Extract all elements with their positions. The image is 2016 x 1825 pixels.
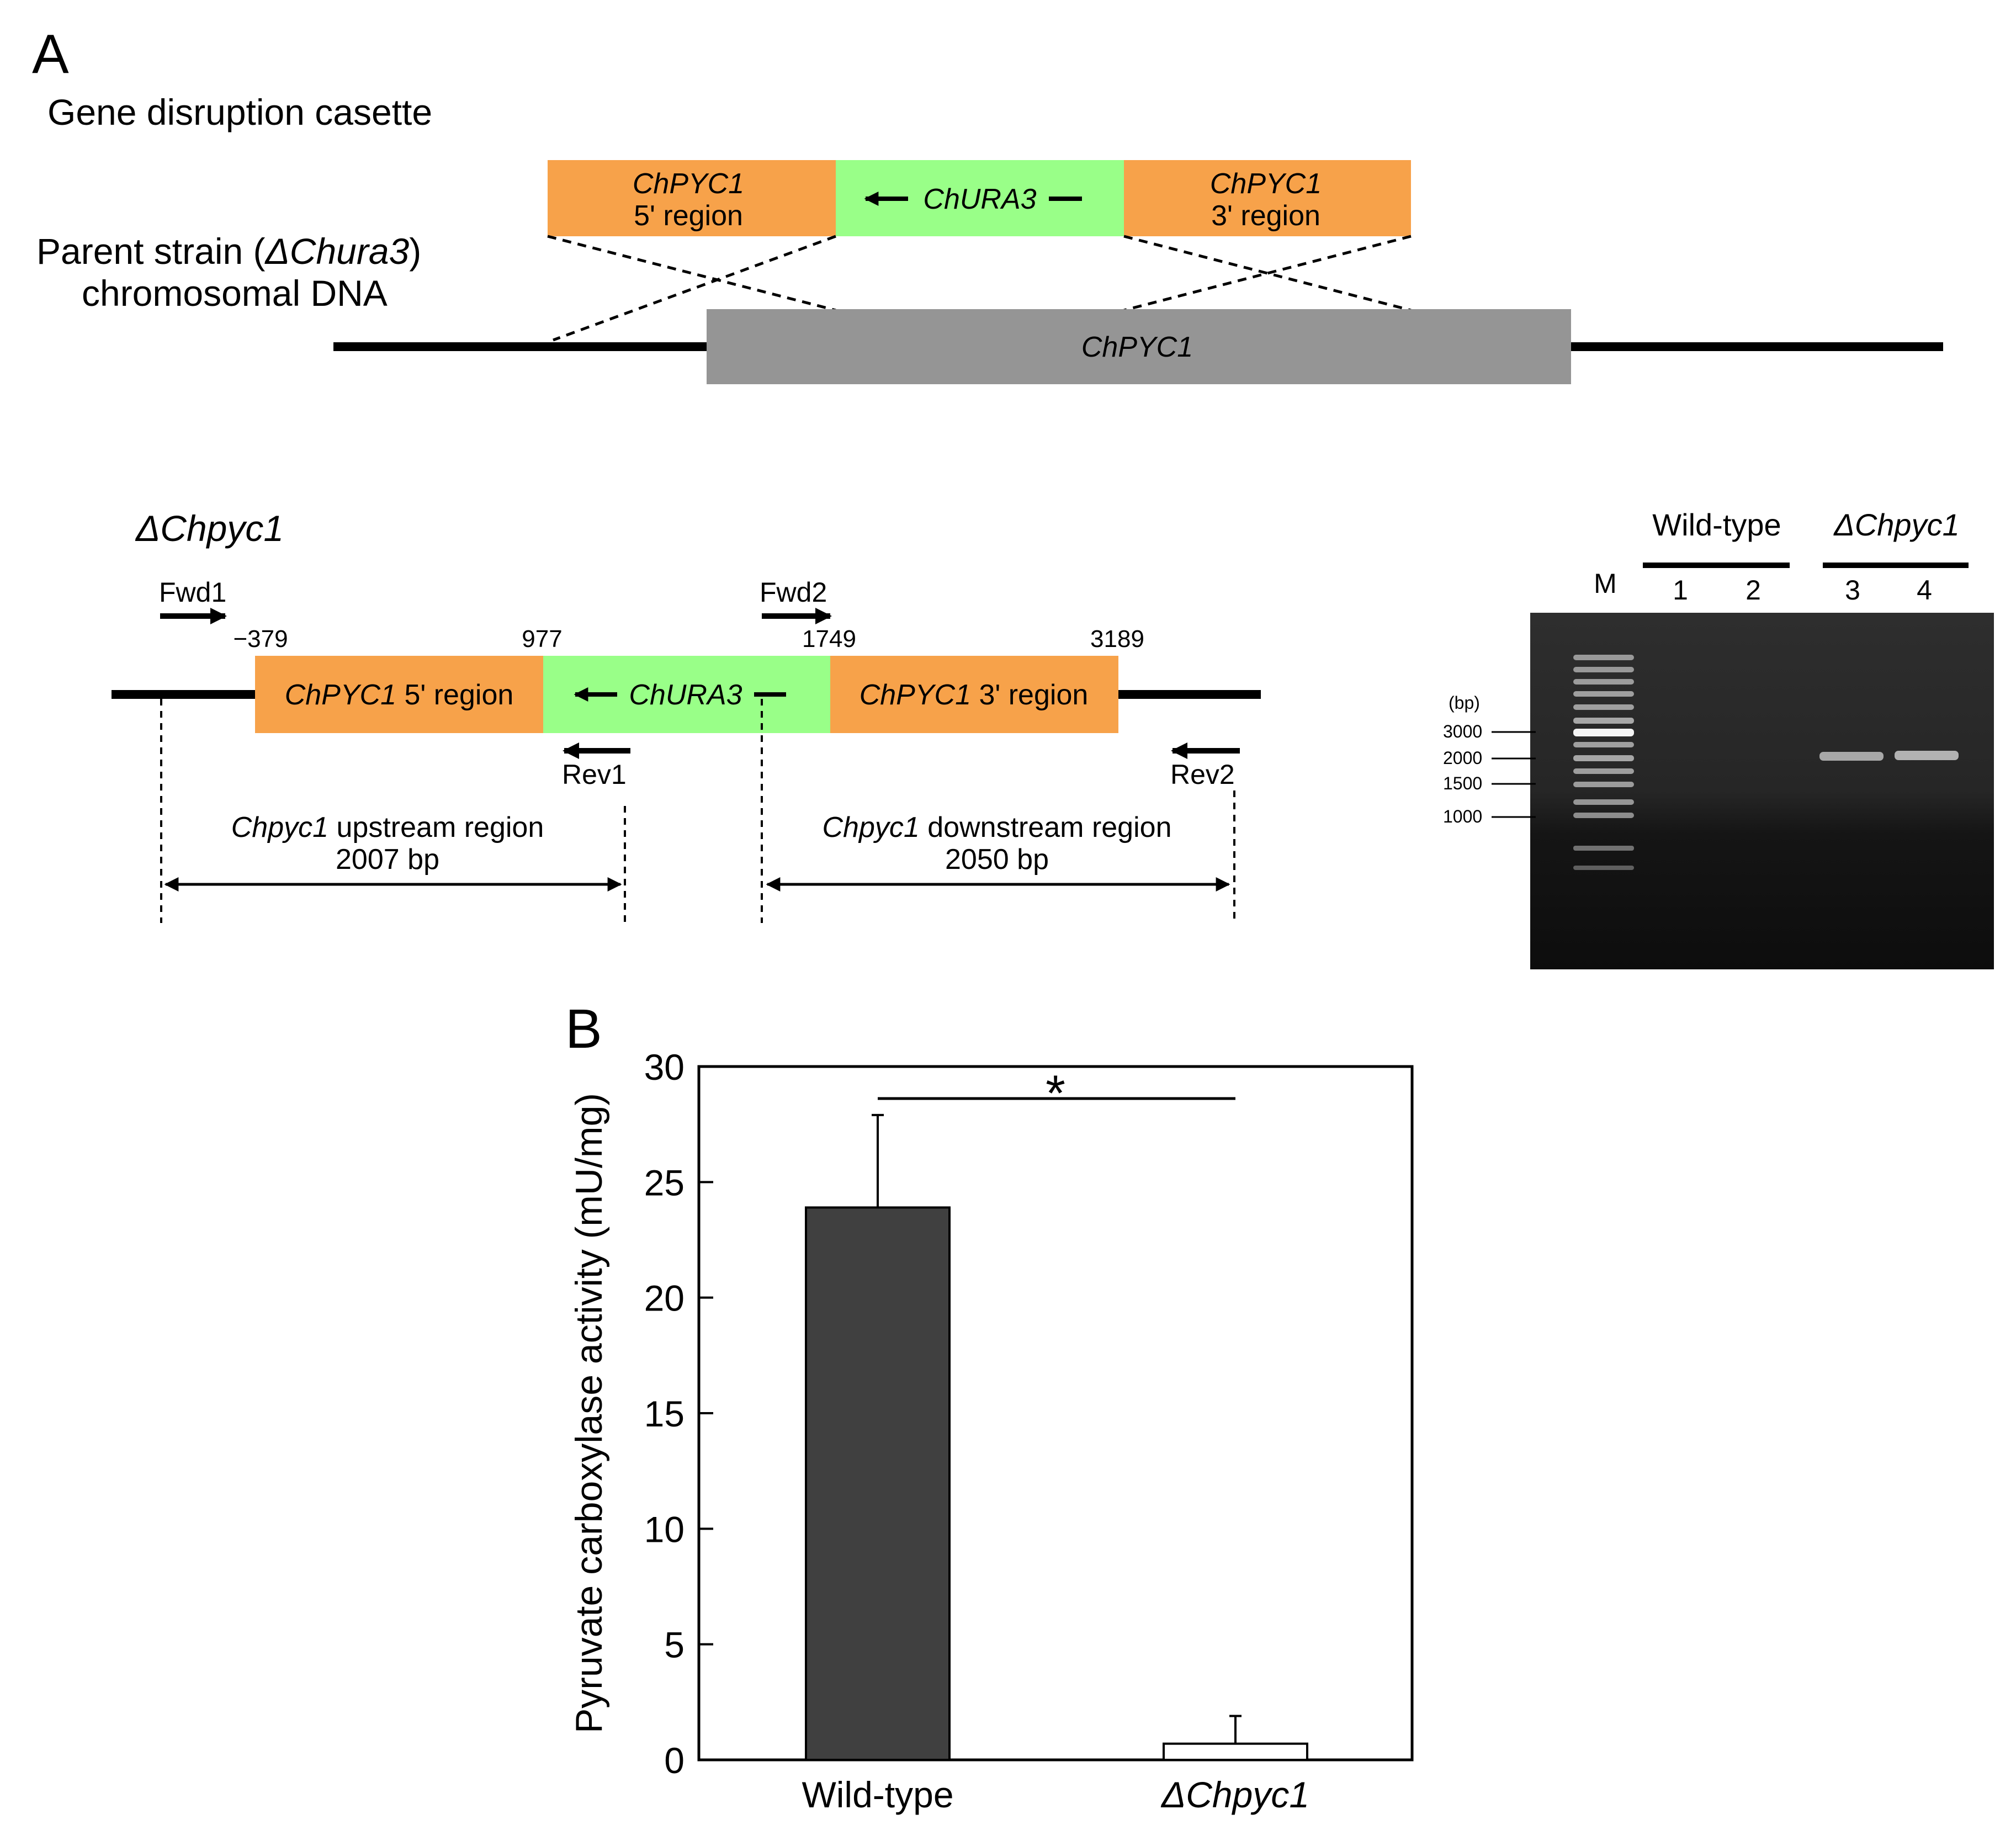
- cassette-5prime-box: [548, 160, 836, 236]
- gel-image: [1530, 613, 1994, 969]
- cassette-title: Gene disruption casette: [47, 92, 432, 132]
- disrupted-3prime-box: [830, 656, 1118, 733]
- disrupted-title: ΔChpyc1: [135, 508, 284, 549]
- y-tick-label: 25: [644, 1162, 685, 1203]
- downstream-size: 2050 bp: [945, 843, 1049, 876]
- disrupted-marker-label: ChURA3: [629, 679, 742, 711]
- gel-lane-1: 1: [1673, 575, 1688, 606]
- panel-b-label: B: [565, 998, 602, 1060]
- position-3189: 3189: [1090, 625, 1144, 652]
- y-tick-label: 10: [644, 1509, 685, 1550]
- bar: [1163, 1742, 1308, 1762]
- y-tick-label: 0: [664, 1740, 685, 1781]
- gel-band-lane-3: [1819, 752, 1884, 761]
- y-axis-label: Pyruvate carboxylase activity (mU/mg): [568, 1093, 610, 1733]
- gel-lane-4: 4: [1917, 575, 1932, 606]
- position-neg379: −379: [233, 625, 288, 652]
- cassette-marker-label: ChURA3: [923, 183, 1036, 215]
- cassette-5prime-region: 5' region: [634, 200, 743, 232]
- gel-ladder-bands: [1573, 655, 1634, 870]
- downstream-region-label: Chpyc1 downstream region: [823, 811, 1172, 843]
- y-tick-label: 5: [664, 1625, 685, 1665]
- position-1749: 1749: [802, 625, 856, 652]
- x-category-label: ΔChpyc1: [1160, 1774, 1309, 1815]
- y-tick-label: 30: [644, 1047, 685, 1087]
- gel-lane-2: 2: [1746, 575, 1761, 606]
- disrupted-5prime-label: ChPYC1 5' region: [285, 679, 514, 711]
- gel-size-unit: (bp): [1449, 693, 1480, 713]
- gel-size-1000: 1000: [1443, 807, 1482, 826]
- chromosomal-dna-label: chromosomal DNA: [82, 273, 388, 314]
- significance-star: *: [1046, 1065, 1065, 1122]
- gel-lane-marker: M: [1594, 568, 1617, 599]
- rev2-label: Rev2: [1170, 759, 1235, 790]
- gel-size-1500: 1500: [1443, 773, 1482, 793]
- gel-group-wildtype: Wild-type: [1652, 507, 1781, 542]
- panel-a-label: A: [32, 23, 69, 85]
- bar: [805, 1206, 951, 1762]
- chromosome-gene-label: ChPYC1: [1081, 331, 1193, 363]
- gel-lane-3: 3: [1845, 575, 1860, 606]
- amplicon-boundaries: [160, 699, 1235, 923]
- cassette-3prime-box: [1124, 160, 1411, 236]
- gel-size-ticks: [1492, 731, 1536, 818]
- bar-chart: 0 5 10 15 20 25 30 Wild-type ΔChpyc1: [644, 1047, 1414, 1815]
- gel-size-3000: 3000: [1443, 721, 1482, 741]
- gel-group-knockout: ΔChpyc1: [1833, 507, 1959, 542]
- gel-band-lane-4: [1895, 751, 1959, 760]
- cassette-3prime-gene: ChPYC1: [1210, 168, 1322, 200]
- x-category-label: Wild-type: [802, 1774, 953, 1815]
- disrupted-5prime-box: [255, 656, 543, 733]
- upstream-size: 2007 bp: [336, 843, 439, 876]
- gel-size-2000: 2000: [1443, 748, 1482, 768]
- crossover-lines: [547, 235, 1412, 342]
- parent-strain-label: Parent strain (ΔChura3): [36, 231, 421, 272]
- fwd2-label: Fwd2: [760, 577, 827, 608]
- position-977: 977: [522, 625, 562, 652]
- y-tick-label: 15: [644, 1393, 685, 1434]
- cassette-5prime-gene: ChPYC1: [633, 168, 744, 200]
- fwd1-label: Fwd1: [159, 577, 226, 608]
- y-tick-label: 20: [644, 1278, 685, 1319]
- disrupted-3prime-label: ChPYC1 3' region: [860, 679, 1089, 711]
- rev1-label: Rev1: [562, 759, 627, 790]
- upstream-region-label: Chpyc1 upstream region: [231, 811, 544, 843]
- chromosome-gene-box: [707, 309, 1571, 384]
- cassette-3prime-region: 3' region: [1211, 200, 1320, 232]
